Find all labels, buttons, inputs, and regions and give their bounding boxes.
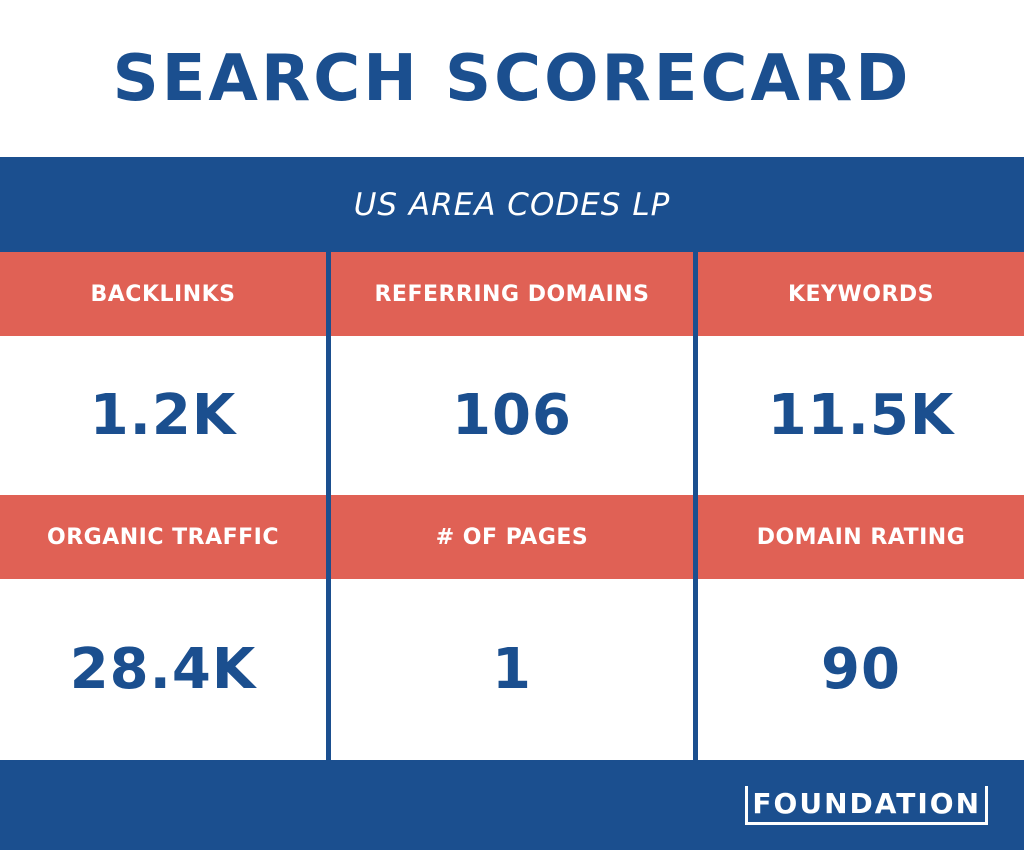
metric-label-organic-traffic: ORGANIC TRAFFIC	[0, 495, 326, 579]
footer-bar: FOUNDATION	[0, 760, 1024, 850]
metric-value-backlinks: 1.2K	[0, 336, 326, 495]
page-subtitle: US AREA CODES LP	[353, 186, 671, 223]
metric-label-pages: # OF PAGES	[331, 495, 693, 579]
metric-label-keywords: KEYWORDS	[698, 252, 1024, 336]
foundation-logo: FOUNDATION	[745, 786, 988, 825]
subtitle-bar: US AREA CODES LP	[0, 157, 1024, 252]
metric-label-domain-rating: DOMAIN RATING	[698, 495, 1024, 579]
metric-label-referring-domains: REFERRING DOMAINS	[331, 252, 693, 336]
metric-value-domain-rating: 90	[698, 579, 1024, 760]
metrics-grid: BACKLINKS REFERRING DOMAINS KEYWORDS 1.2…	[0, 252, 1024, 760]
metric-value-keywords: 11.5K	[698, 336, 1024, 495]
metric-value-organic-traffic: 28.4K	[0, 579, 326, 760]
metric-value-referring-domains: 106	[331, 336, 693, 495]
logo-text: FOUNDATION	[752, 787, 981, 820]
metric-value-pages: 1	[331, 579, 693, 760]
page-title: SEARCH SCORECARD	[112, 41, 912, 116]
metric-label-backlinks: BACKLINKS	[0, 252, 326, 336]
